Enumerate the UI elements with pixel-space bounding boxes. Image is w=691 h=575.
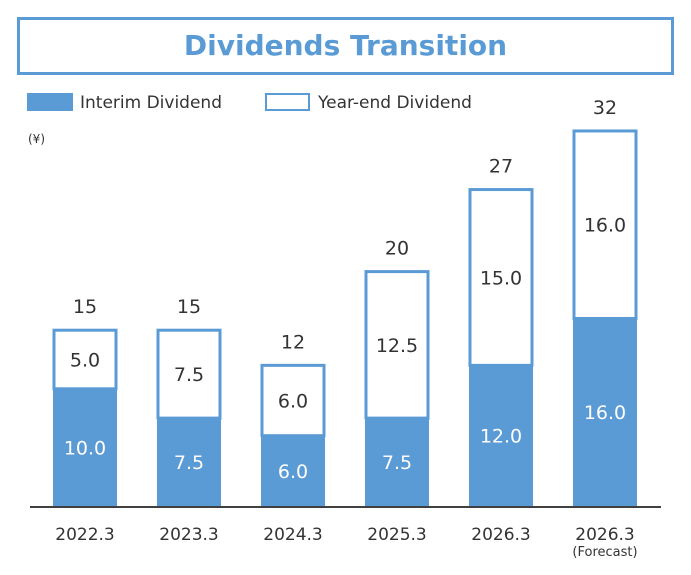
bar-interim <box>261 434 325 507</box>
bar-year-end <box>260 363 326 438</box>
bar-interim <box>469 364 533 507</box>
x-tick-label: 2026.3 <box>575 525 634 545</box>
x-tick-label: 2022.3 <box>55 525 114 545</box>
bar-year-end <box>572 129 638 320</box>
bar-interim <box>365 417 429 508</box>
data-label-interim: 16.0 <box>584 402 626 424</box>
legend-swatch-interim <box>27 93 73 111</box>
data-label-interim: 12.0 <box>480 426 522 448</box>
chart-title-box: Dividends Transition <box>17 17 674 75</box>
x-tick-note: (Forecast) <box>572 545 637 560</box>
data-label-year-end: 5.0 <box>70 350 100 372</box>
x-tick-label: 2023.3 <box>159 525 218 545</box>
legend-label-year-end: Year-end Dividend <box>317 93 472 113</box>
total-label: 15 <box>177 296 201 318</box>
data-label-interim: 6.0 <box>278 461 308 483</box>
x-tick-label: 2025.3 <box>367 525 426 545</box>
data-label-year-end: 6.0 <box>278 391 308 413</box>
legend-label-interim: Interim Dividend <box>80 93 222 113</box>
bar-interim <box>157 417 221 508</box>
bar-year-end <box>52 328 118 391</box>
bar-interim <box>53 387 117 507</box>
total-label: 27 <box>489 156 513 178</box>
data-label-year-end: 7.5 <box>174 364 204 386</box>
legend-swatch-year-end <box>265 93 310 111</box>
bar-year-end <box>156 328 222 420</box>
total-label: 20 <box>385 238 409 260</box>
data-label-interim: 7.5 <box>174 452 204 474</box>
total-label: 12 <box>281 331 305 353</box>
total-label: 15 <box>73 296 97 318</box>
bar-interim <box>573 317 637 508</box>
data-label-interim: 7.5 <box>382 452 412 474</box>
x-tick-label: 2024.3 <box>263 525 322 545</box>
bar-year-end <box>468 188 534 367</box>
data-label-interim: 10.0 <box>64 437 106 459</box>
chart-title: Dividends Transition <box>183 29 508 62</box>
bar-year-end <box>364 270 430 420</box>
data-label-year-end: 12.5 <box>376 335 418 357</box>
unit-label: (¥) <box>28 132 45 146</box>
data-label-year-end: 15.0 <box>480 267 522 289</box>
x-tick-label: 2026.3 <box>471 525 530 545</box>
data-label-year-end: 16.0 <box>584 215 626 237</box>
total-label: 32 <box>593 97 617 119</box>
